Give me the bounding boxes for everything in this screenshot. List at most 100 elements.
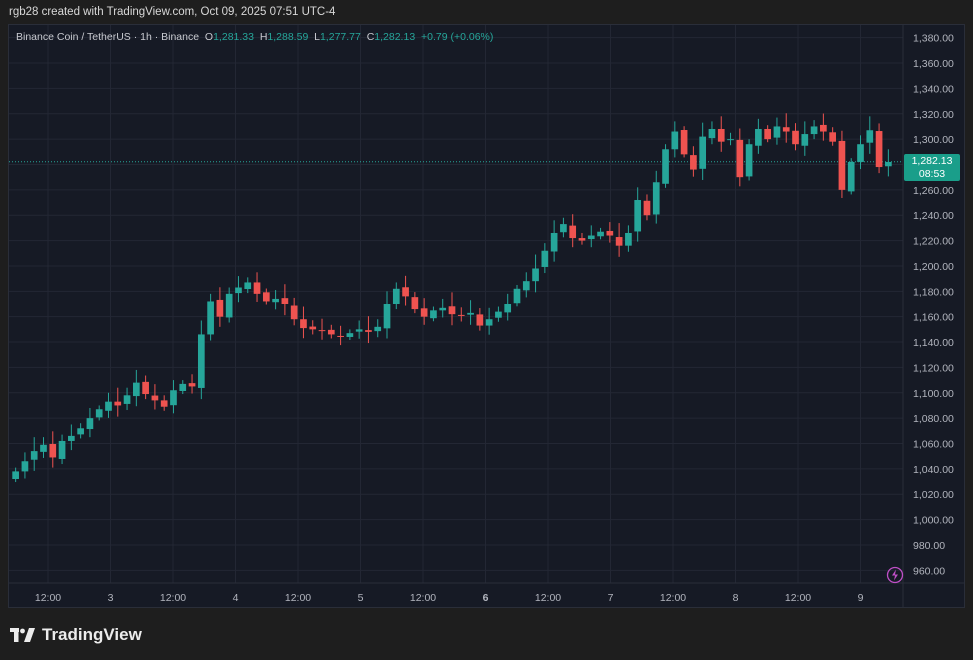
x-tick-label: 12:00 xyxy=(535,592,561,604)
candle-body xyxy=(383,304,391,329)
candle-body xyxy=(597,231,604,237)
candle-body xyxy=(671,131,679,150)
high-value: 1,288.59 xyxy=(267,31,309,43)
candle-body xyxy=(634,200,642,232)
candle-body xyxy=(885,161,892,167)
candle-body xyxy=(420,308,428,317)
candle-body xyxy=(374,326,382,332)
candle-body xyxy=(792,130,799,145)
y-tick-label: 1,220.00 xyxy=(913,236,954,248)
candle-body xyxy=(625,232,632,246)
candle-body xyxy=(532,268,539,282)
candle-body xyxy=(337,335,344,337)
y-tick-label: 1,100.00 xyxy=(913,388,954,400)
y-tick-label: 980.00 xyxy=(913,540,945,552)
candle-body xyxy=(457,314,465,316)
candle-body xyxy=(550,232,558,252)
ohlc-legend: Binance Coin / TetherUS · 1h · Binance O… xyxy=(16,31,493,43)
x-tick-label: 6 xyxy=(483,592,489,604)
candle-body xyxy=(262,292,270,302)
candle-body xyxy=(207,301,214,335)
candle-body xyxy=(160,400,168,407)
candle-body xyxy=(801,134,809,146)
candle-body xyxy=(430,310,437,319)
candle-body xyxy=(365,330,372,332)
candle-body xyxy=(49,444,57,458)
candle-body xyxy=(606,230,614,236)
candle-body xyxy=(467,312,474,315)
candle-body xyxy=(300,319,307,329)
candle-body xyxy=(708,128,716,139)
candle-body xyxy=(318,330,326,332)
y-tick-label: 1,380.00 xyxy=(913,33,954,45)
candle-body xyxy=(290,305,298,320)
candle-body xyxy=(773,126,781,138)
x-tick-label: 4 xyxy=(233,592,239,604)
candle-body xyxy=(782,127,790,132)
y-tick-label: 1,300.00 xyxy=(913,134,954,146)
candle-body xyxy=(857,144,864,162)
candle-body xyxy=(68,435,75,441)
y-tick-label: 1,040.00 xyxy=(913,464,954,476)
x-tick-label: 12:00 xyxy=(785,592,811,604)
y-tick-label: 1,020.00 xyxy=(913,489,954,501)
y-tick-label: 1,320.00 xyxy=(913,109,954,121)
candle-body xyxy=(820,124,827,132)
candle-body xyxy=(95,409,103,418)
candle-body xyxy=(77,428,84,435)
candle-body xyxy=(253,282,261,294)
x-tick-label: 9 xyxy=(858,592,864,604)
candlestick-chart[interactable]: 1,380.00 1,360.00 1,340.00 1,320.00 1,300.00… xyxy=(9,25,965,608)
candle-body xyxy=(281,298,289,304)
candle-body xyxy=(541,250,549,267)
low-value: 1,277.77 xyxy=(319,31,361,43)
candle-body xyxy=(346,333,354,337)
candle-body xyxy=(643,200,651,216)
candle-body xyxy=(838,140,846,190)
candle-body xyxy=(662,149,669,184)
candle-body xyxy=(105,401,112,411)
candle-body xyxy=(114,401,122,406)
close-value: 1,282.13 xyxy=(374,31,416,43)
candle-body xyxy=(699,136,707,169)
symbol-label[interactable]: Binance Coin / TetherUS · 1h · Binance xyxy=(16,31,200,43)
last-price-tag: 1,282.13 08:53 xyxy=(904,154,960,181)
candle-body xyxy=(448,306,456,315)
tradingview-logo[interactable]: TradingView xyxy=(10,625,142,645)
candle-body xyxy=(727,139,734,141)
chart-frame[interactable]: 1,380.00 1,360.00 1,340.00 1,320.00 1,300.00… xyxy=(8,24,965,608)
tradingview-wordmark: TradingView xyxy=(42,625,142,644)
candle-body xyxy=(717,128,725,142)
open-value: 1,281.33 xyxy=(213,31,254,43)
candle-body xyxy=(309,326,317,330)
candle-body xyxy=(188,383,196,387)
candle-body xyxy=(123,395,131,404)
candle-body xyxy=(690,155,697,170)
y-tick-label: 1,180.00 xyxy=(913,286,954,298)
change-value: +0.79 (+0.06%) xyxy=(421,31,494,43)
open-label: O xyxy=(204,31,214,43)
y-tick-label: 1,080.00 xyxy=(913,413,954,425)
candle-body xyxy=(411,297,419,310)
candle-body xyxy=(587,235,595,240)
y-tick-label: 1,200.00 xyxy=(913,261,954,273)
candle-body xyxy=(495,311,502,318)
candle-body xyxy=(225,293,233,318)
y-tick-label: 1,360.00 xyxy=(913,58,954,70)
candle-body xyxy=(522,281,530,291)
y-tick-label: 1,120.00 xyxy=(913,362,954,374)
y-tick-label: 1,160.00 xyxy=(913,312,954,324)
candle-body xyxy=(485,319,493,326)
close-label: C xyxy=(366,31,375,43)
candle-body xyxy=(560,224,567,233)
tradingview-logo-icon xyxy=(10,628,35,642)
y-tick-label: 960.00 xyxy=(913,565,945,577)
candle-body xyxy=(578,238,586,241)
lightning-icon[interactable] xyxy=(886,566,904,584)
candle-body xyxy=(86,418,94,430)
x-tick-label: 12:00 xyxy=(285,592,311,604)
x-tick-label: 12:00 xyxy=(160,592,186,604)
candle-body xyxy=(21,461,29,472)
x-tick-label: 7 xyxy=(608,592,614,604)
candle-body xyxy=(745,144,753,177)
